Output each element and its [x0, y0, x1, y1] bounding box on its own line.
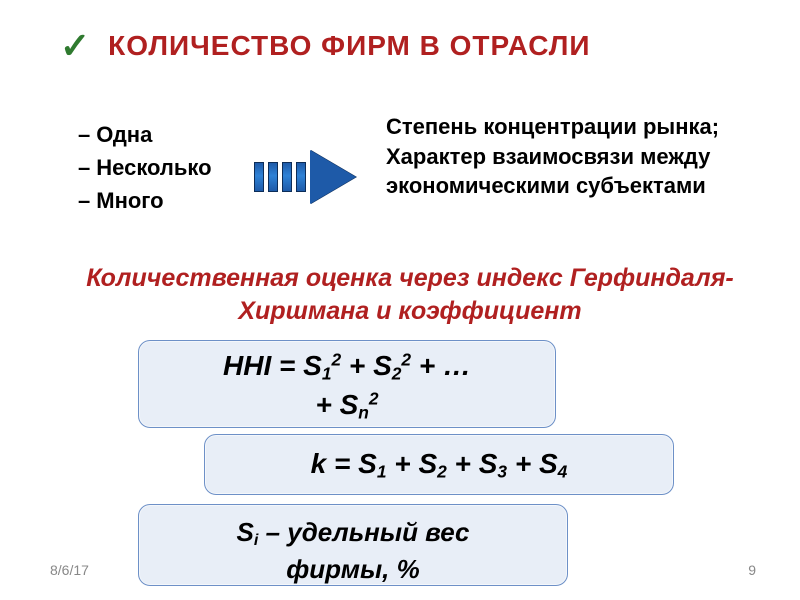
- formula-text: фирмы, %: [286, 554, 419, 584]
- list-item: –Много: [78, 184, 212, 217]
- formula-text: Si – удельный вес: [237, 517, 470, 547]
- arrow-icon: [254, 150, 364, 204]
- formula-box-si: Si – удельный вес фирмы, %: [138, 504, 568, 586]
- right-line: Характер взаимосвязи между экономическим…: [386, 142, 766, 201]
- slide-title: КОЛИЧЕСТВО ФИРМ В ОТРАСЛИ: [108, 30, 590, 62]
- right-line: Степень концентрации рынка;: [386, 112, 766, 142]
- formula-text: k = S1 + S2 + S3 + S4: [311, 448, 568, 479]
- formula-text: + Sn2: [315, 389, 378, 420]
- formula-text: HHI = S12 + S22 + …: [223, 350, 471, 381]
- formula-box-hhi: HHI = S12 + S22 + … + Sn2: [138, 340, 556, 428]
- right-text-block: Степень концентрации рынка; Характер вза…: [386, 112, 766, 201]
- list-item: –Одна: [78, 118, 212, 151]
- check-icon: ✓: [60, 28, 90, 64]
- subtitle: Количественная оценка через индекс Герфи…: [40, 262, 780, 327]
- footer-date: 8/6/17: [50, 562, 89, 578]
- footer-page-number: 9: [748, 562, 756, 578]
- formula-box-k: k = S1 + S2 + S3 + S4: [204, 434, 674, 495]
- title-row: ✓ КОЛИЧЕСТВО ФИРМ В ОТРАСЛИ: [60, 28, 760, 64]
- list-item: –Несколько: [78, 151, 212, 184]
- slide: ✓ КОЛИЧЕСТВО ФИРМ В ОТРАСЛИ –Одна –Неско…: [0, 0, 800, 600]
- left-list: –Одна –Несколько –Много: [78, 118, 212, 217]
